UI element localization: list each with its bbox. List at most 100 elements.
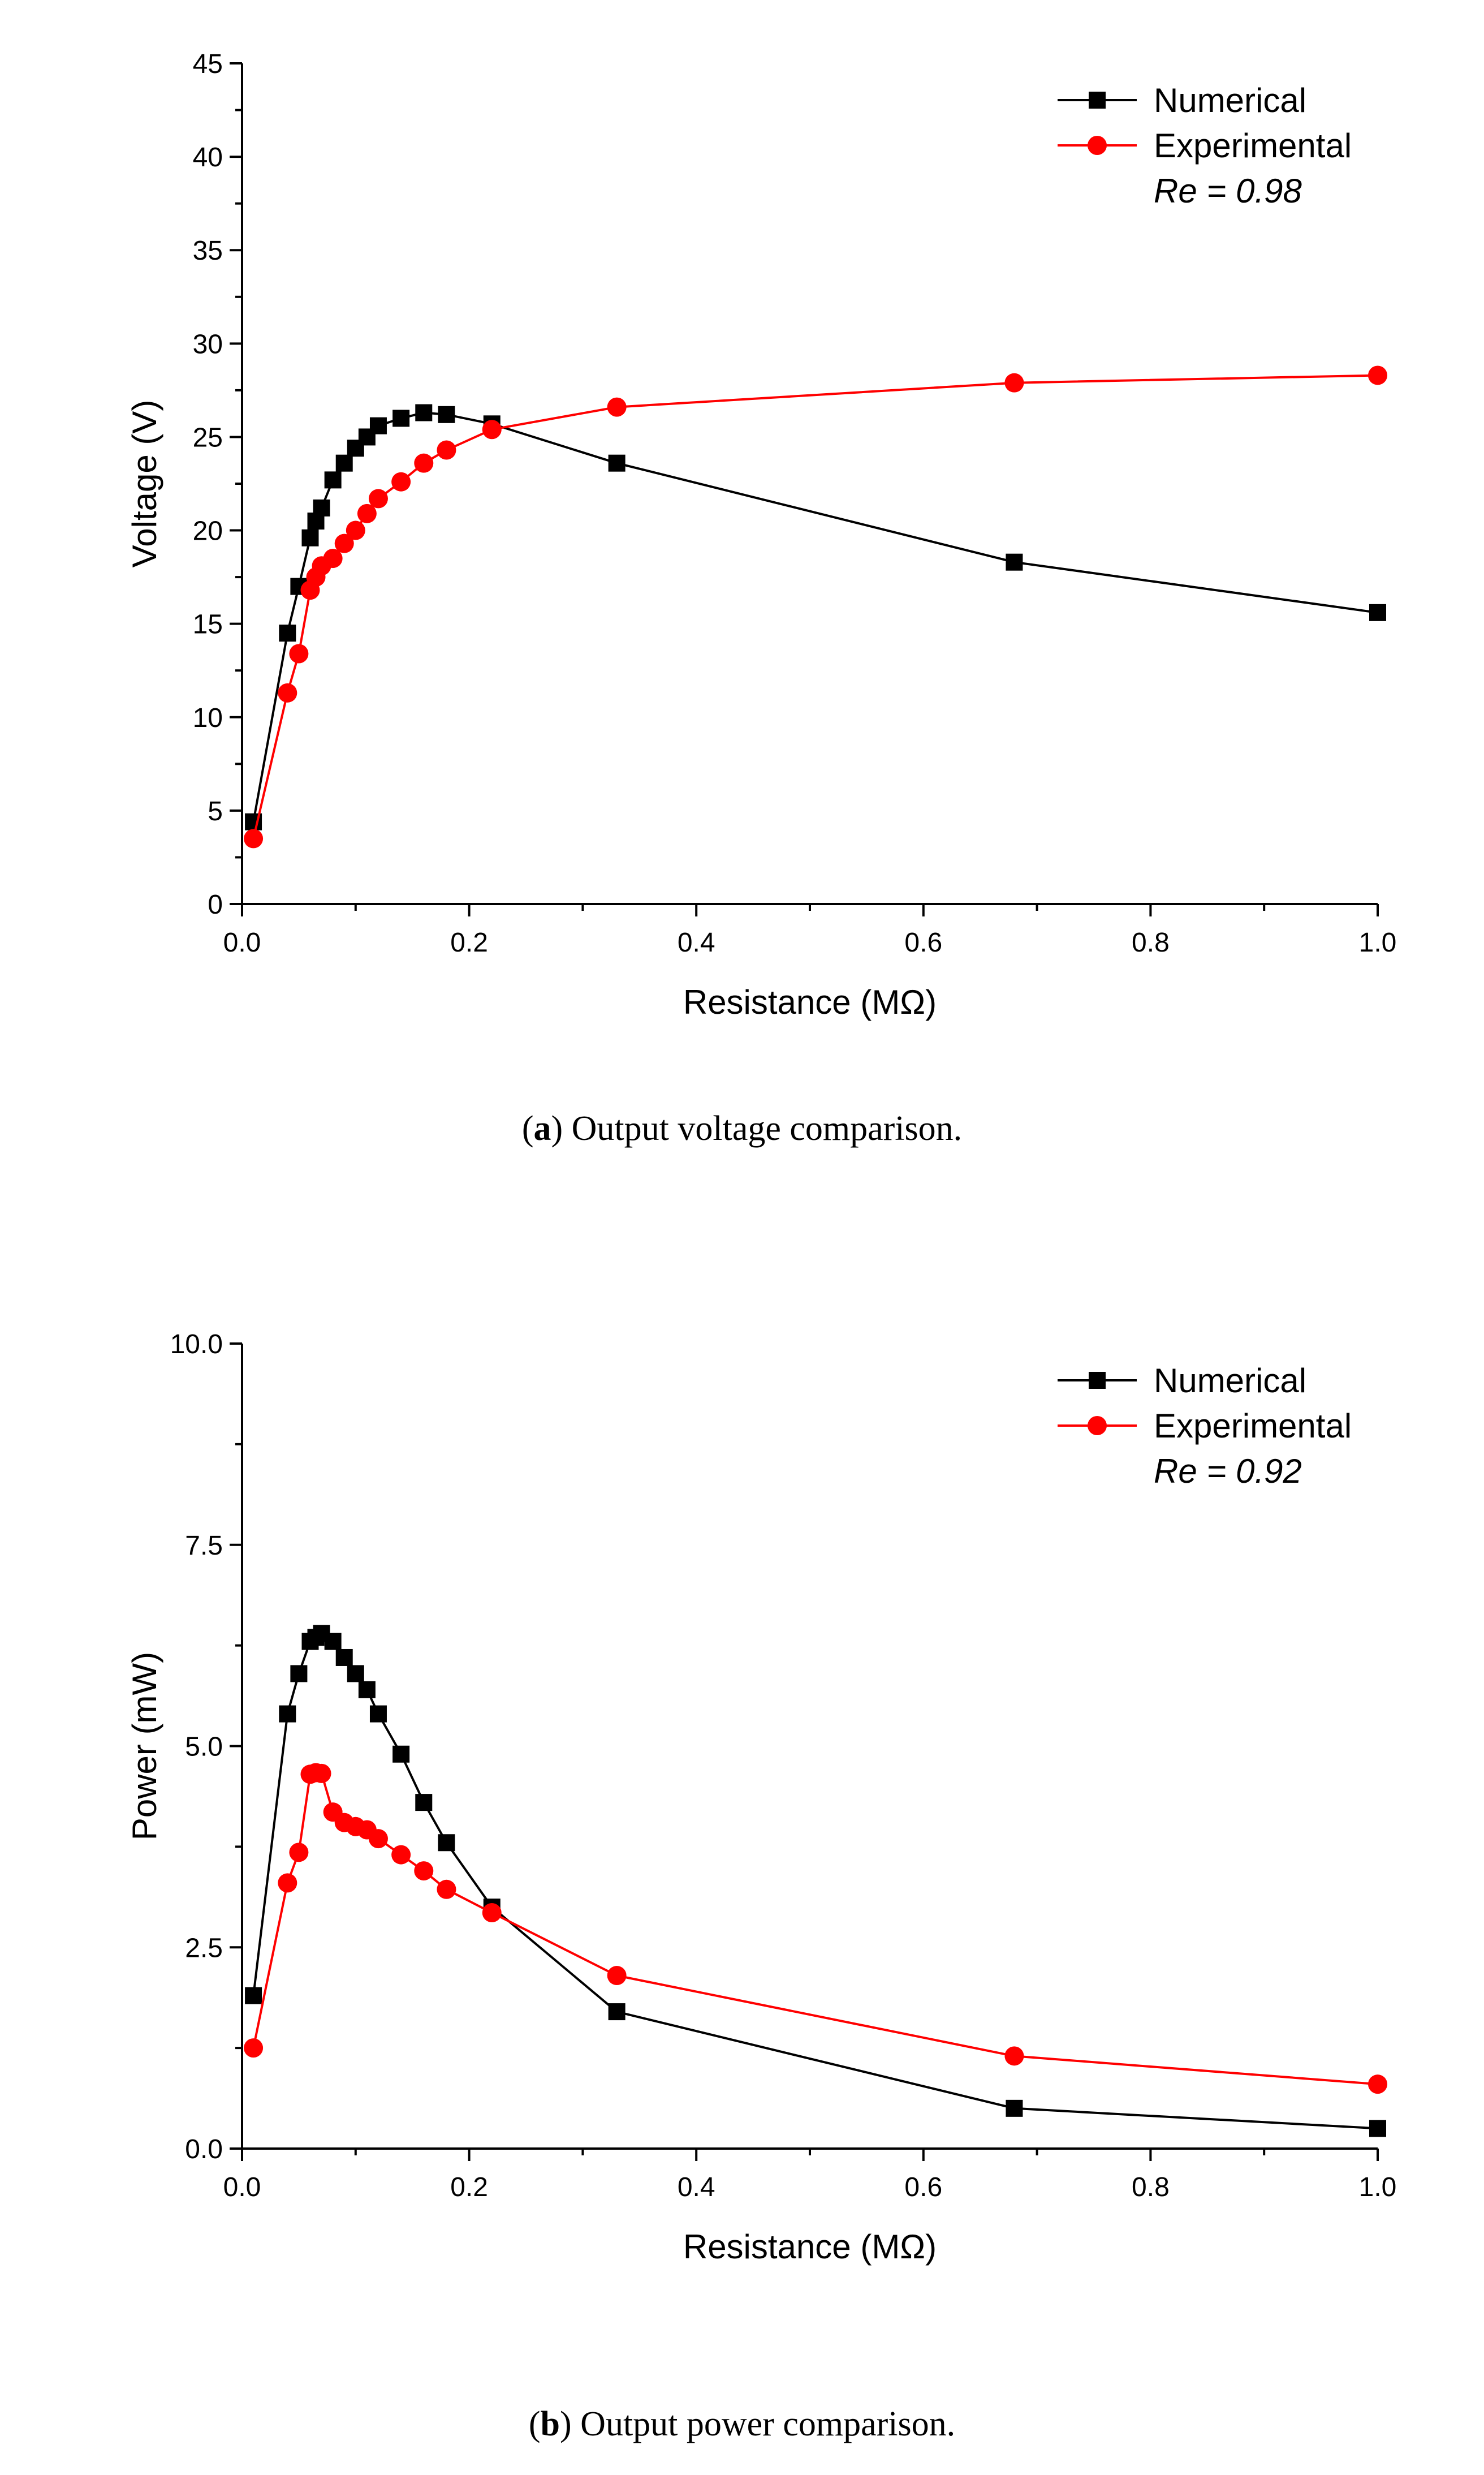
numerical-point — [335, 1648, 353, 1666]
x-tick-label: 0.2 — [450, 2172, 488, 2202]
numerical-point — [313, 499, 330, 516]
experimental-point — [482, 420, 502, 440]
experimental-point — [437, 1879, 456, 1899]
figure-voltage: 0 5 10 15 20 25 30 35 40 45 0.0 0.2 0.4 0.6 0.8 1.0 Resi… — [0, 0, 1484, 1222]
power-chart: 0.0 2.5 5.0 7.5 10.0 0.0 0.2 0.4 0.6 0.8 1.0 Resist… — [126, 1329, 1397, 2266]
experimental-point — [346, 520, 365, 540]
experimental-point — [437, 440, 456, 460]
y-axis-title: Voltage (V) — [126, 400, 163, 568]
experimental-point — [1368, 2074, 1387, 2094]
correlation-annotation: Re = 0.98 — [1154, 172, 1302, 210]
x-tick-label: 0.8 — [1132, 928, 1170, 958]
y-tick-label: 10.0 — [170, 1329, 223, 1359]
numerical-point — [324, 471, 342, 489]
numerical-point — [279, 1705, 296, 1723]
y-tick-label: 25 — [193, 423, 223, 453]
x-tick-label: 0.4 — [678, 2172, 715, 2202]
numerical-point — [608, 454, 625, 472]
x-axis-title: Resistance (MΩ) — [683, 983, 937, 1021]
series-line-numerical — [252, 411, 1378, 823]
numerical-point — [1006, 2099, 1023, 2117]
numerical-point — [369, 417, 387, 434]
numerical-point — [324, 1633, 342, 1650]
y-tick-label: 0 — [208, 890, 223, 920]
series-line-experimental — [252, 1771, 1378, 2086]
y-tick-label: 5.0 — [185, 1732, 223, 1762]
numerical-point — [369, 1705, 387, 1723]
x-tick-label: 0.0 — [223, 928, 261, 958]
experimental-point — [482, 1903, 502, 1923]
y-tick-label: 30 — [193, 329, 223, 359]
legend-marker-circle — [1088, 1416, 1107, 1435]
experimental-point — [357, 503, 377, 523]
experimental-point — [414, 1861, 434, 1881]
figure-power: 0.0 2.5 5.0 7.5 10.0 0.0 0.2 0.4 0.6 0.8 1.0 Resist… — [0, 1245, 1484, 2475]
numerical-point — [279, 625, 296, 642]
numerical-point — [392, 1745, 410, 1763]
legend-label-experimental: Experimental — [1154, 127, 1352, 165]
numerical-point — [335, 454, 353, 472]
numerical-point — [1369, 2120, 1386, 2137]
x-tick-label: 1.0 — [1359, 2172, 1397, 2202]
y-tick-label: 5 — [208, 797, 223, 827]
legend-label-numerical: Numerical — [1154, 1362, 1306, 1400]
numerical-point — [358, 1681, 376, 1698]
legend-label-experimental: Experimental — [1154, 1407, 1352, 1445]
y-tick-label: 2.5 — [185, 1933, 223, 1963]
experimental-point — [289, 644, 309, 664]
experimental-point — [334, 533, 354, 553]
y-tick-label: 15 — [193, 610, 223, 640]
experimental-point — [607, 1966, 627, 1986]
experimental-point — [278, 1873, 297, 1893]
numerical-point — [415, 404, 433, 421]
legend-marker-circle — [1088, 136, 1107, 155]
experimental-point — [414, 453, 434, 473]
series-line-experimental — [252, 374, 1378, 839]
y-tick-label: 0.0 — [185, 2134, 223, 2164]
numerical-point — [245, 1987, 262, 2004]
numerical-point — [438, 1834, 455, 1852]
legend-label-numerical: Numerical — [1154, 81, 1306, 119]
y-tick-label: 10 — [193, 703, 223, 733]
x-tick-label: 0.2 — [450, 928, 488, 958]
experimental-point — [1368, 365, 1387, 385]
y-axis-title: Power (mW) — [126, 1652, 163, 1840]
experimental-point — [368, 1829, 388, 1849]
experimental-point — [1004, 2046, 1024, 2066]
caption-voltage: (a) Output voltage comparison. — [521, 1109, 963, 1148]
experimental-point — [244, 2038, 264, 2058]
series-line-numerical — [252, 1632, 1378, 2130]
experimental-point — [368, 489, 388, 509]
voltage-chart: 0 5 10 15 20 25 30 35 40 45 0.0 0.2 0.4 0.6 0.8 1.0 Resi… — [126, 49, 1397, 1021]
caption-text: Output power comparison. — [580, 2405, 956, 2443]
numerical-point — [392, 410, 410, 427]
experimental-point — [278, 683, 297, 703]
correlation-annotation: Re = 0.92 — [1154, 1452, 1302, 1490]
numerical-point — [438, 406, 455, 423]
x-tick-label: 0.8 — [1132, 2172, 1170, 2202]
experimental-point — [1004, 373, 1024, 393]
experimental-point — [391, 472, 411, 492]
caption-letter: b — [540, 2405, 560, 2443]
y-tick-label: 7.5 — [185, 1531, 223, 1561]
x-tick-label: 0.4 — [678, 928, 715, 958]
x-tick-label: 1.0 — [1359, 928, 1397, 958]
experimental-point — [391, 1845, 411, 1865]
numerical-point — [1006, 553, 1023, 571]
x-axis-title: Resistance (MΩ) — [683, 2228, 937, 2266]
x-tick-label: 0.6 — [904, 2172, 942, 2202]
caption-letter: a — [533, 1109, 551, 1148]
numerical-point — [347, 1665, 364, 1682]
experimental-point — [289, 1843, 309, 1862]
y-tick-label: 45 — [193, 49, 223, 79]
experimental-point — [323, 549, 343, 569]
numerical-point — [608, 2003, 625, 2021]
numerical-point — [1369, 604, 1386, 621]
x-tick-label: 0.0 — [223, 2172, 261, 2202]
y-tick-label: 40 — [193, 143, 223, 173]
experimental-point — [607, 397, 627, 417]
legend-marker-square — [1089, 92, 1106, 109]
y-tick-label: 20 — [193, 516, 223, 546]
numerical-point — [415, 1794, 433, 1811]
experimental-point — [312, 1763, 331, 1783]
